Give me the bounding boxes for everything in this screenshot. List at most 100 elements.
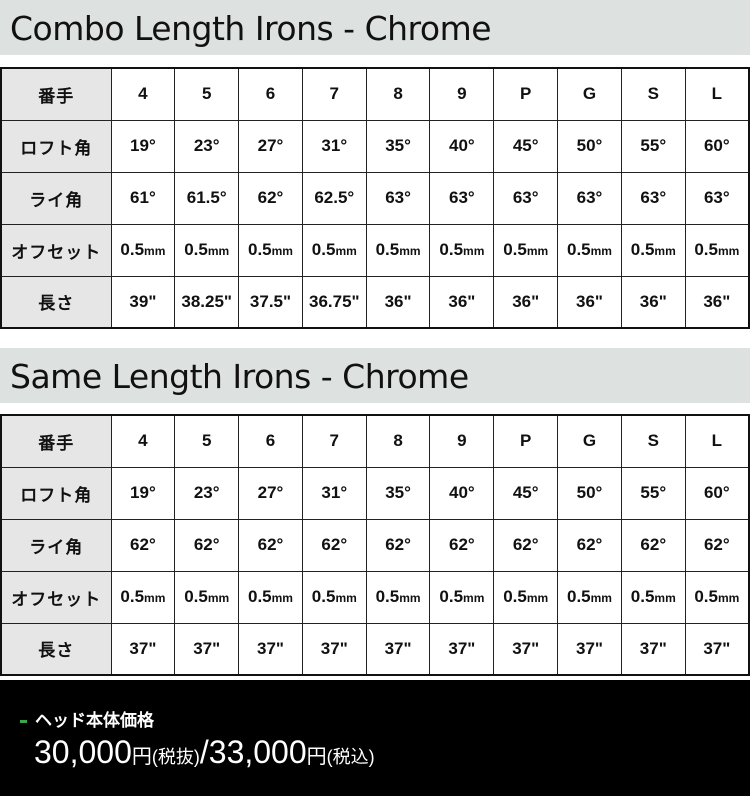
table-cell: 9	[429, 414, 495, 468]
table-cell: 37"	[557, 622, 622, 676]
table-cell: 0.5mm	[684, 570, 750, 624]
row-label: 長さ	[0, 622, 112, 676]
table-cell: 0.5mm	[557, 223, 622, 277]
table-cell: 0.5mm	[365, 223, 431, 277]
table-cell: 7	[301, 67, 367, 121]
table-cell: 23°	[174, 466, 240, 520]
table-cell: 62°	[238, 518, 303, 572]
table-cell: L	[684, 414, 750, 468]
table-cell: 37"	[684, 622, 750, 676]
table-cell: S	[620, 414, 686, 468]
table-cell: 6	[238, 67, 303, 121]
table-cell: 6	[238, 414, 303, 468]
table-cell: 0.5mm	[174, 570, 240, 624]
yen-label-2: 円	[306, 746, 327, 768]
table-cell: 37.5"	[238, 275, 303, 329]
table-cell: 63°	[620, 171, 686, 225]
table-cell: G	[557, 67, 622, 121]
table-cell: 36"	[557, 275, 622, 329]
table-cell: 62.5°	[301, 171, 367, 225]
table-row: オフセット 0.5mm 0.5mm 0.5mm 0.5mm 0.5mm 0.5mm 0.5mm…	[0, 570, 750, 624]
table-cell: G	[557, 414, 622, 468]
tax-incl-label: (税込)	[326, 747, 375, 767]
table-cell: 4	[110, 67, 176, 121]
table-cell: P	[493, 414, 559, 468]
table-cell: 19°	[110, 119, 176, 173]
table-cell: 27°	[238, 119, 303, 173]
table-row: 番手 4 5 6 7 8 9 P G S L	[0, 414, 750, 468]
table-cell: 0.5mm	[365, 570, 431, 624]
table-cell: 8	[365, 414, 431, 468]
table-cell: 62°	[557, 518, 622, 572]
table-cell: 62°	[110, 518, 176, 572]
row-label: オフセット	[0, 223, 112, 277]
row-label: オフセット	[0, 570, 112, 624]
row-label: 番手	[0, 67, 112, 121]
row-label: 番手	[0, 414, 112, 468]
table-cell: 40°	[429, 466, 495, 520]
table-cell: 45°	[493, 119, 559, 173]
table-cell: 5	[174, 67, 240, 121]
yen-label: 円	[131, 746, 152, 768]
table-cell: 31°	[301, 466, 367, 520]
row-label: ライ角	[0, 518, 112, 572]
table-cell: 0.5mm	[620, 223, 686, 277]
table-cell: 62°	[493, 518, 559, 572]
table-cell: 63°	[557, 171, 622, 225]
price-incl-tax: 33,000	[208, 734, 307, 770]
same-length-spec-table: 番手 4 5 6 7 8 9 P G S L ロフト角 19° 23° 27° 31° 35° 40° 45° 50°…	[0, 414, 750, 676]
table-cell: 63°	[365, 171, 431, 225]
price-footer: ヘッド本体価格 30,000円(税抜)/33,000円(税込)	[0, 680, 750, 796]
table-cell: 0.5mm	[429, 223, 495, 277]
table-cell: 35°	[365, 119, 431, 173]
separator: /	[199, 734, 209, 770]
combo-length-spec-table: 番手 4 5 6 7 8 9 P G S L ロフト角 19° 23° 27° 31° 35° 40° 45° 50°…	[0, 67, 750, 329]
table-cell: 35°	[365, 466, 431, 520]
table-cell: 61.5°	[174, 171, 240, 225]
table-cell: 27°	[238, 466, 303, 520]
table-cell: 61°	[110, 171, 176, 225]
table-cell: 0.5mm	[238, 223, 303, 277]
price-heading: ヘッド本体価格	[20, 706, 154, 731]
table-cell: 37"	[174, 622, 240, 676]
table-cell: L	[684, 67, 750, 121]
table-cell: 0.5mm	[493, 223, 559, 277]
table-cell: 39"	[110, 275, 176, 329]
table-cell: 31°	[301, 119, 367, 173]
table-cell: 62°	[238, 171, 303, 225]
table-cell: 36.75"	[301, 275, 367, 329]
table-row: 番手 4 5 6 7 8 9 P G S L	[0, 67, 750, 121]
table-cell: 37"	[238, 622, 303, 676]
table-cell: 37"	[110, 622, 176, 676]
table-cell: 37"	[620, 622, 686, 676]
table-row: ロフト角 19° 23° 27° 31° 35° 40° 45° 50° 55° 60°	[0, 466, 750, 520]
table-cell: 5	[174, 414, 240, 468]
row-label: ロフト角	[0, 466, 112, 520]
table-cell: 55°	[620, 119, 686, 173]
table-cell: 36"	[429, 275, 495, 329]
row-label: ロフト角	[0, 119, 112, 173]
row-label: 長さ	[0, 275, 112, 329]
table-cell: 36"	[365, 275, 431, 329]
table-cell: 0.5mm	[174, 223, 240, 277]
table-cell: 62°	[365, 518, 431, 572]
table-cell: 37"	[429, 622, 495, 676]
table-cell: P	[493, 67, 559, 121]
table-cell: 0.5mm	[493, 570, 559, 624]
table-row: ロフト角 19° 23° 27° 31° 35° 40° 45° 50° 55° 60°	[0, 119, 750, 173]
tax-excl-label: (税抜)	[151, 747, 200, 767]
table-cell: 36"	[684, 275, 750, 329]
table-cell: 4	[110, 414, 176, 468]
table-cell: 23°	[174, 119, 240, 173]
table-cell: 7	[301, 414, 367, 468]
table-cell: 0.5mm	[238, 570, 303, 624]
table-cell: 0.5mm	[301, 223, 367, 277]
table-cell: S	[620, 67, 686, 121]
table-row: 長さ 39" 38.25" 37.5" 36.75" 36" 36" 36" 36" 36" 36"	[0, 275, 750, 329]
table-row: オフセット 0.5mm 0.5mm 0.5mm 0.5mm 0.5mm 0.5mm 0.5mm…	[0, 223, 750, 277]
combo-length-title: Combo Length Irons - Chrome	[0, 0, 750, 55]
price-heading-text: ヘッド本体価格	[35, 711, 154, 730]
table-cell: 63°	[684, 171, 750, 225]
table-cell: 0.5mm	[301, 570, 367, 624]
price-line: 30,000円(税抜)/33,000円(税込)	[34, 734, 375, 771]
